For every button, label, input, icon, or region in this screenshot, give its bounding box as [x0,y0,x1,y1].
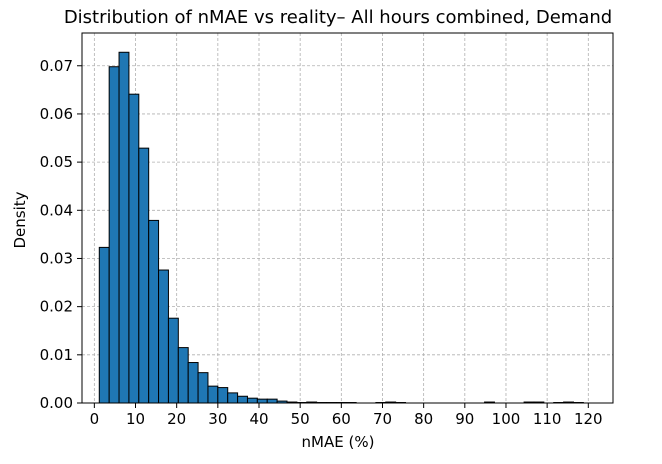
x-tick-label: 60 [332,410,351,428]
x-tick-label: 80 [414,410,433,428]
histogram-bar [148,219,160,404]
chart-title: Distribution of nMAE vs reality– All hou… [64,7,612,28]
histogram-bar [118,51,130,404]
histogram-bar [98,246,110,404]
y-tick-label: 0.07 [40,57,73,75]
y-tick-label: 0.03 [40,249,73,267]
plot-frame [81,32,614,404]
histogram-bar [128,93,140,404]
histogram-bar [246,397,258,404]
x-tick-label: 20 [167,410,186,428]
x-tick-label: 90 [455,410,474,428]
y-tick-label: 0.05 [40,153,73,171]
histogram-bar [207,385,219,404]
y-axis-ticks: 0.00 0.01 0.02 0.03 0.04 0.05 0.06 0.07 [40,57,82,412]
x-tick-label: 10 [126,410,145,428]
grid-lines [82,33,613,404]
x-tick-label: 0 [90,410,100,428]
y-axis-label: Density [11,191,29,248]
y-tick-label: 0.04 [40,201,73,219]
histogram-bar [217,387,229,404]
histogram-bar [108,66,120,404]
histogram-bars [98,51,584,404]
histogram-bar [158,269,169,404]
x-tick-label: 50 [291,410,310,428]
histogram-bar [177,347,189,404]
x-tick-label: 70 [373,410,392,428]
histogram-bar [227,392,239,404]
x-axis-label: nMAE (%) [302,433,375,451]
histogram-bar [138,147,150,404]
histogram-bar [237,395,248,404]
histogram-bar [187,362,199,404]
histogram-bar [197,372,209,404]
y-tick-label: 0.02 [40,298,73,316]
histogram-bar [167,317,179,404]
y-tick-label: 0.06 [40,105,73,123]
histogram-bar [266,398,278,404]
x-axis-ticks: 0 10 20 30 40 50 60 70 80 90 100 110 120 [90,403,603,428]
y-tick-label: 0.00 [40,394,73,412]
x-tick-label: 40 [249,410,268,428]
y-tick-label: 0.01 [40,346,73,364]
x-tick-label: 30 [208,410,227,428]
x-tick-label: 100 [492,410,521,428]
x-tick-label: 110 [533,410,562,428]
x-tick-label: 120 [574,410,603,428]
histogram-bar [256,398,268,404]
